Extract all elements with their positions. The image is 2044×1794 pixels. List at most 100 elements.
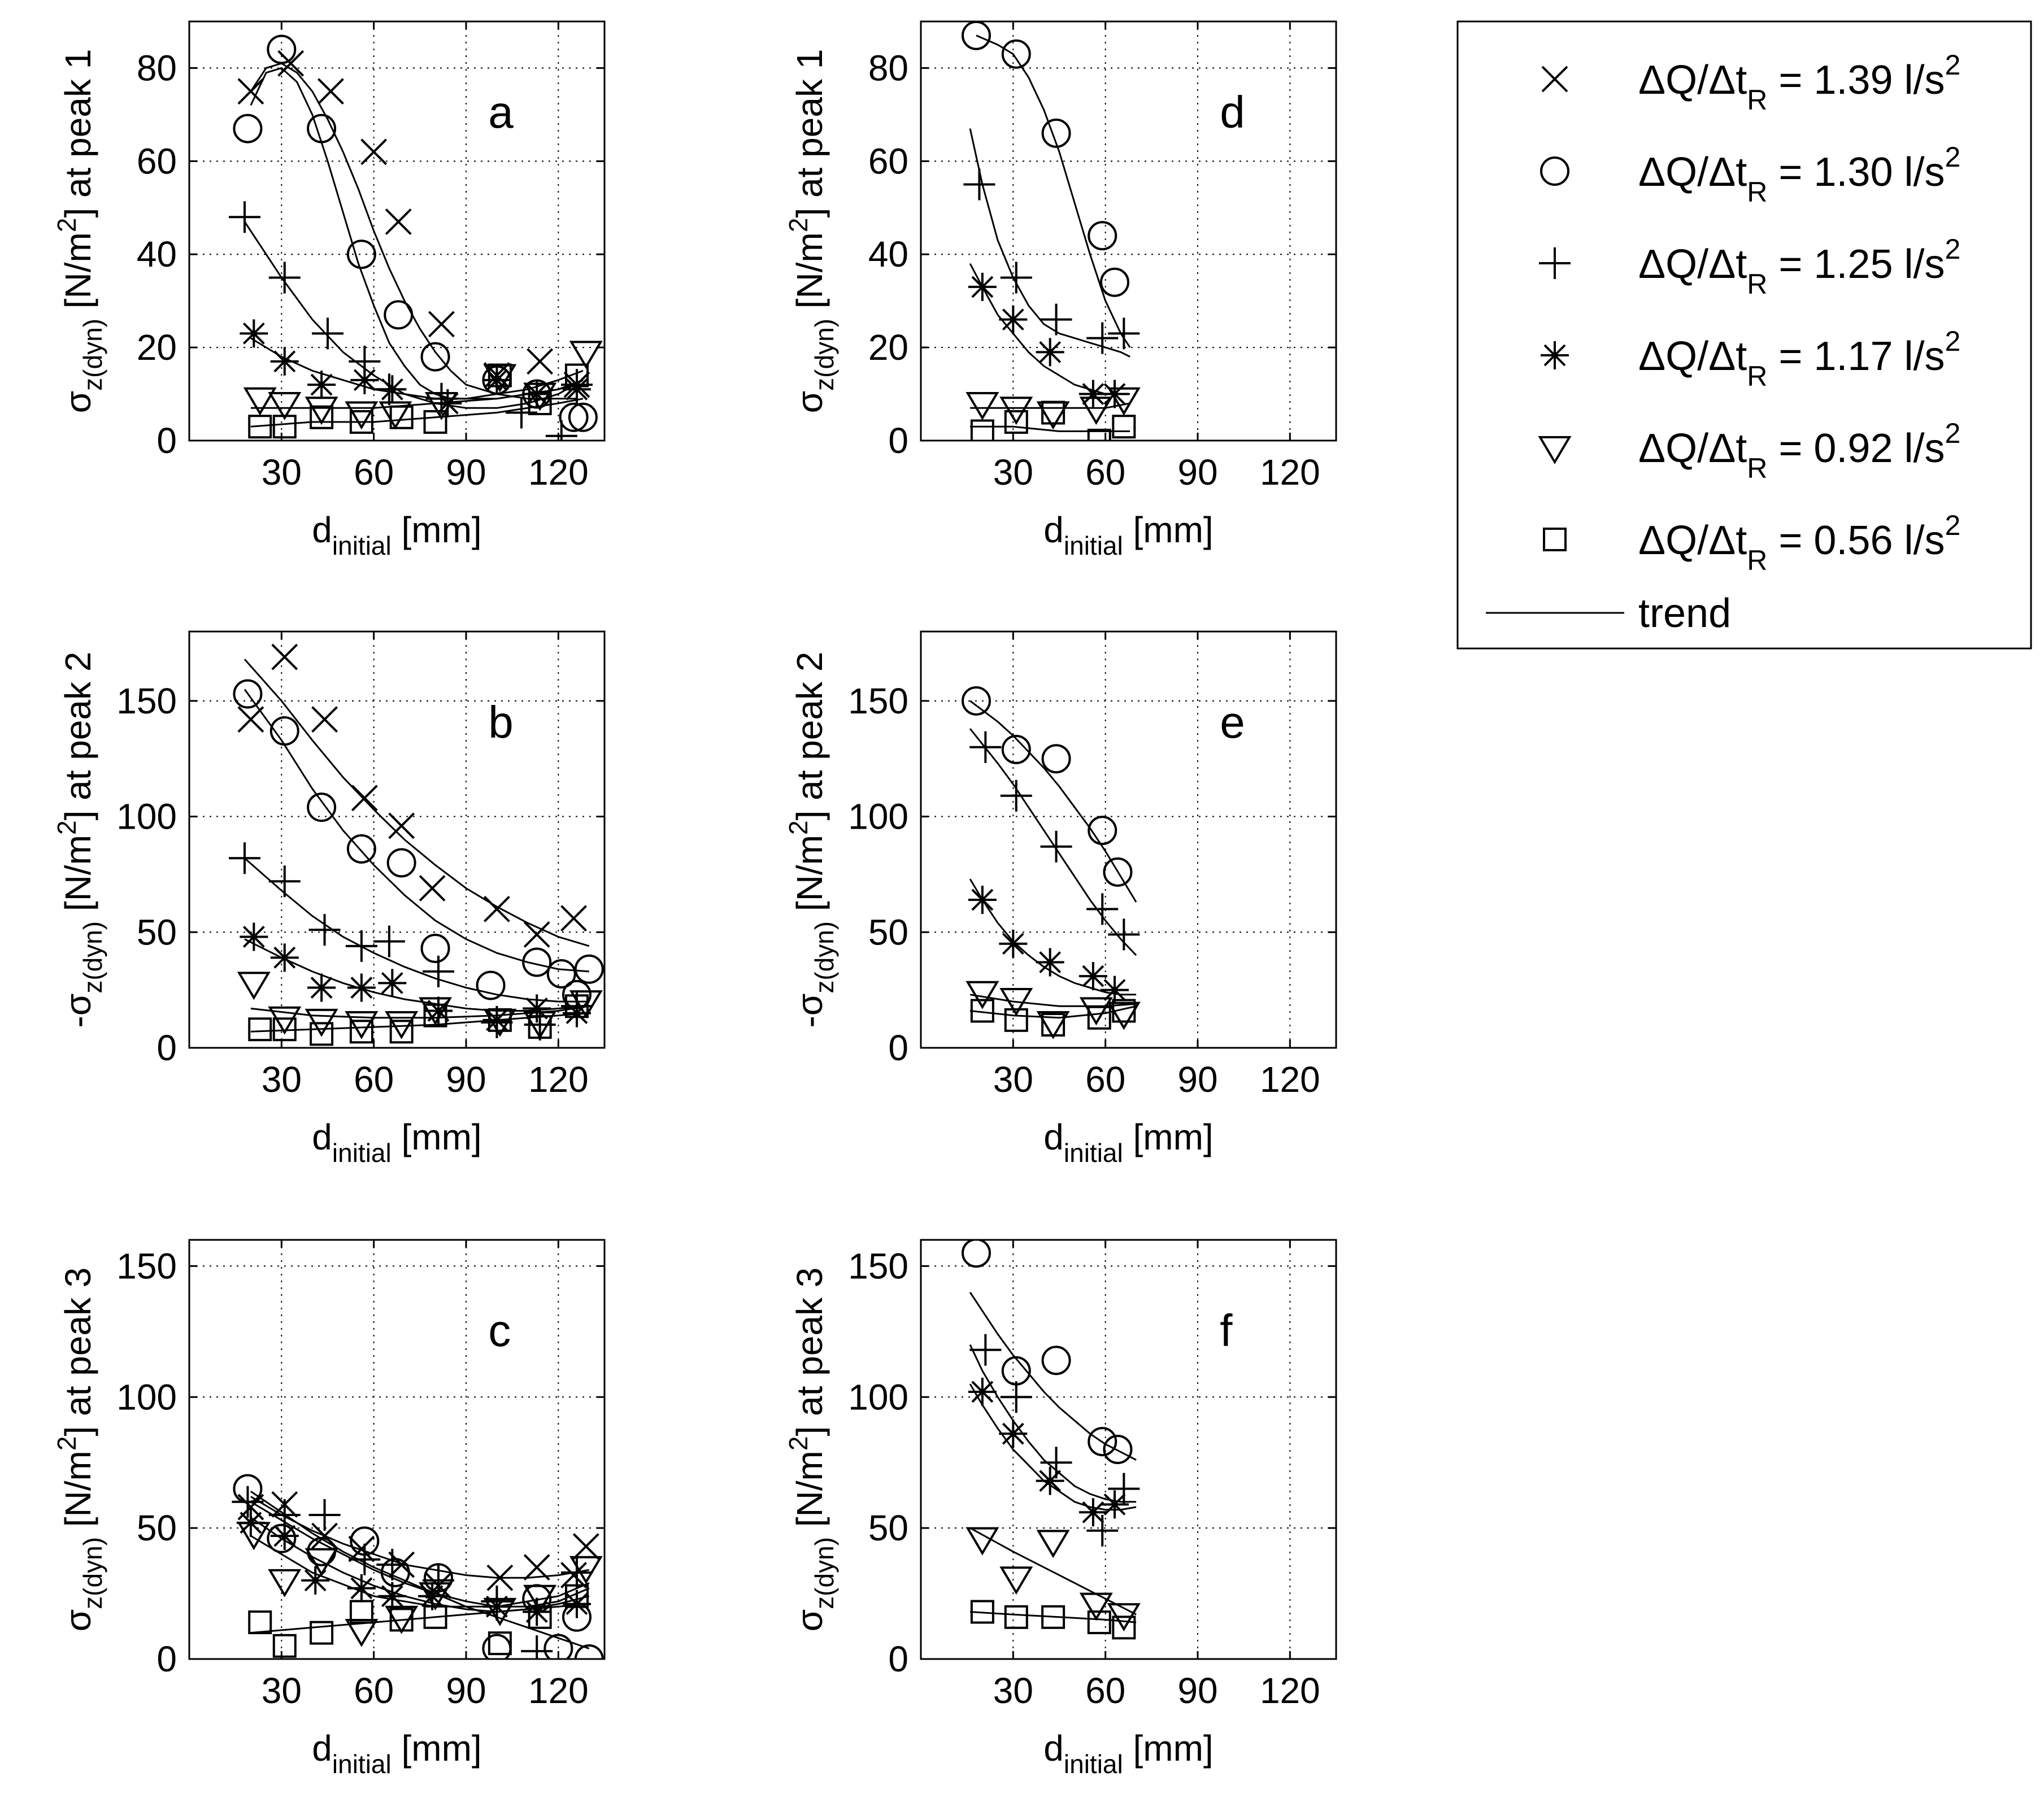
legend-label-prefix: ΔQ/Δt bbox=[1638, 58, 1747, 103]
triangle-marker bbox=[569, 1556, 603, 1584]
circle-marker bbox=[233, 679, 263, 709]
triangle-marker bbox=[1036, 1530, 1070, 1558]
legend-label-sub: R bbox=[1747, 268, 1767, 300]
x-tick-label: 90 bbox=[1177, 452, 1217, 493]
x-label-sub: initial bbox=[332, 531, 392, 560]
asterisk-marker bbox=[999, 929, 1028, 958]
x-tick-label: 120 bbox=[1260, 1670, 1320, 1711]
legend-label-sup: 2 bbox=[1945, 510, 1961, 541]
trend-line bbox=[969, 128, 1130, 358]
x-marker bbox=[572, 1533, 599, 1560]
square-marker bbox=[565, 363, 589, 387]
square-marker bbox=[1004, 410, 1028, 434]
plus-marker bbox=[969, 1334, 1002, 1366]
circle-marker bbox=[346, 240, 376, 269]
series-0-56 bbox=[248, 1584, 589, 1658]
y-label-unit: [N/m bbox=[58, 232, 98, 319]
square-marker bbox=[248, 1017, 272, 1042]
x-marker bbox=[237, 78, 264, 105]
legend-label-sup: 2 bbox=[1945, 49, 1961, 81]
circle-marker bbox=[1103, 1435, 1133, 1464]
plot-frame bbox=[920, 20, 1337, 442]
plus-marker bbox=[312, 317, 343, 350]
asterisk-marker bbox=[1541, 341, 1569, 369]
plus-marker bbox=[373, 925, 405, 957]
x-label-sub: initial bbox=[332, 1749, 392, 1779]
triangle-marker bbox=[483, 1597, 517, 1626]
asterisk-marker bbox=[563, 999, 591, 1027]
x-tick-label: 120 bbox=[1260, 452, 1320, 493]
y-label-sub: z(dyn) bbox=[78, 319, 107, 391]
square-marker bbox=[349, 410, 373, 434]
trend-line bbox=[250, 1490, 590, 1649]
plus-marker bbox=[521, 1635, 553, 1659]
circle-marker bbox=[307, 114, 337, 143]
x-label-unit: [mm] bbox=[1123, 1117, 1214, 1157]
y-tick-label: 0 bbox=[156, 420, 177, 461]
y-label-post: ] at peak 1 bbox=[58, 49, 98, 218]
panel-letter: e bbox=[1220, 697, 1245, 747]
square-marker bbox=[423, 410, 447, 434]
y-label-unit: [N/m bbox=[789, 1451, 830, 1537]
asterisk-marker bbox=[378, 375, 407, 404]
triangle-marker bbox=[966, 1527, 999, 1556]
circle-marker bbox=[1103, 857, 1133, 887]
circle-marker bbox=[1100, 267, 1129, 297]
circle-marker bbox=[1088, 1427, 1117, 1457]
circle-marker bbox=[568, 402, 598, 432]
x-tick-label: 60 bbox=[1085, 452, 1125, 493]
series-1-17 bbox=[236, 1508, 591, 1626]
plus-marker bbox=[345, 930, 377, 962]
trend-line bbox=[250, 1603, 589, 1634]
x-marker bbox=[484, 895, 510, 922]
asterisk-marker bbox=[1101, 1490, 1129, 1519]
x-axis-label: dinitial [mm] bbox=[312, 1728, 481, 1779]
panel-letter: a bbox=[488, 87, 514, 137]
plot-area bbox=[921, 21, 1336, 441]
panel-c: 30 60 90 120 0 50 100 150 c dinitial [mm] σz(dyn) … bbox=[52, 1239, 606, 1779]
triangle-marker bbox=[345, 401, 379, 430]
circle-marker bbox=[546, 959, 576, 989]
data-layer bbox=[962, 686, 1141, 1039]
triangle-marker bbox=[1036, 1011, 1070, 1039]
y-label-post: ] at peak 3 bbox=[789, 1268, 830, 1436]
y-label-sub: z(dyn) bbox=[810, 921, 839, 994]
data-layer bbox=[229, 643, 604, 1046]
legend-label-sub: R bbox=[1747, 452, 1767, 484]
y-label-pre: σ bbox=[58, 391, 98, 413]
legend-entry: ΔQ/ΔtR = 1.39 l/s2 bbox=[1541, 49, 1961, 116]
plus-marker bbox=[1000, 262, 1032, 294]
asterisk-marker bbox=[307, 973, 336, 1002]
plot-frame bbox=[188, 1239, 606, 1660]
plus-marker bbox=[1108, 918, 1140, 951]
y-axis-label: σz(dyn) [N/m2] at peak 1 bbox=[784, 49, 839, 413]
panel-letter: d bbox=[1220, 87, 1245, 137]
plus-marker bbox=[229, 842, 260, 874]
series-1-25 bbox=[969, 731, 1140, 951]
circle-marker bbox=[962, 1240, 991, 1268]
series-1-17 bbox=[968, 1377, 1129, 1527]
asterisk-marker bbox=[240, 922, 268, 951]
square-marker bbox=[389, 1608, 414, 1632]
plus-marker bbox=[308, 914, 341, 946]
triangle-marker bbox=[569, 341, 603, 369]
square-marker bbox=[272, 415, 297, 439]
series-1-25 bbox=[963, 168, 1140, 354]
circle-marker bbox=[1041, 118, 1071, 148]
legend-label: ΔQ/ΔtR = 0.56 l/s2 bbox=[1638, 510, 1960, 576]
y-label-sup: 2 bbox=[784, 820, 813, 835]
x-tick-label: 60 bbox=[1085, 1059, 1125, 1100]
legend-label: ΔQ/ΔtR = 0.92 l/s2 bbox=[1638, 417, 1960, 484]
y-tick-label: 0 bbox=[156, 1639, 177, 1679]
square-marker bbox=[389, 405, 414, 429]
asterisk-marker bbox=[523, 1597, 551, 1626]
plus-marker bbox=[1086, 322, 1119, 354]
y-tick-label: 50 bbox=[868, 912, 908, 952]
asterisk-marker bbox=[424, 996, 453, 1025]
series-1-25 bbox=[232, 1486, 593, 1659]
x-marker bbox=[360, 138, 388, 166]
y-label-post: ] at peak 2 bbox=[58, 652, 98, 821]
plus-marker bbox=[308, 1499, 341, 1531]
square-marker bbox=[423, 1003, 447, 1027]
x-tick-label: 90 bbox=[1177, 1059, 1217, 1100]
